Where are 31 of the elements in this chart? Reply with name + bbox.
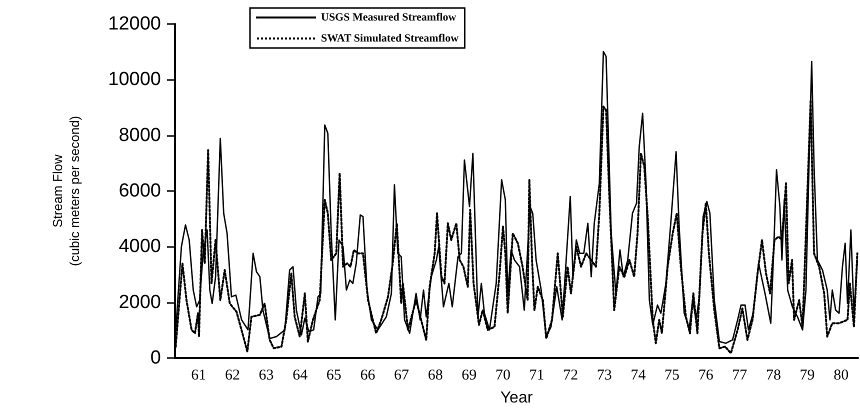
x-tick-label: 62 — [224, 368, 240, 384]
x-tick-label: 68 — [428, 368, 443, 384]
y-axis-title: Stream Flow (cubic meters per second) — [50, 116, 82, 266]
y-tick-label: 0 — [150, 348, 161, 368]
x-tick-label: 66 — [360, 368, 376, 384]
x-tick-label: 71 — [529, 368, 544, 384]
x-tick-label: 63 — [258, 368, 274, 384]
legend-label: USGS Measured Streamflow — [321, 12, 456, 24]
x-tick-label: 77 — [732, 368, 748, 384]
y-tick-label: 10000 — [108, 69, 161, 90]
y-tick-label: 6000 — [118, 180, 161, 202]
x-axis-title: Year — [500, 390, 534, 406]
x-tick-label: 73 — [596, 368, 612, 384]
x-tick-label: 76 — [698, 368, 714, 384]
legend-label: SWAT Simulated Streamflow — [321, 32, 459, 44]
x-tick-label: 72 — [563, 368, 578, 384]
y-tick-label: 2000 — [118, 292, 161, 313]
x-tick-label: 78 — [766, 368, 781, 384]
x-tick-label: 70 — [495, 368, 510, 384]
x-tick-label: 64 — [292, 368, 308, 384]
y-tick-label: 8000 — [118, 124, 161, 146]
x-tick-label: 80 — [834, 368, 849, 384]
x-tick-label: 79 — [800, 368, 815, 384]
x-tick-label: 69 — [462, 368, 477, 384]
x-tick-label: 75 — [664, 368, 680, 384]
x-tick-label: 67 — [394, 368, 410, 384]
x-tick-label: 65 — [326, 368, 342, 384]
y-tick-label: 12000 — [108, 14, 161, 34]
x-tick-label: 74 — [630, 368, 646, 384]
y-tick-label: 4000 — [118, 236, 161, 258]
x-tick-label: 61 — [191, 368, 206, 384]
